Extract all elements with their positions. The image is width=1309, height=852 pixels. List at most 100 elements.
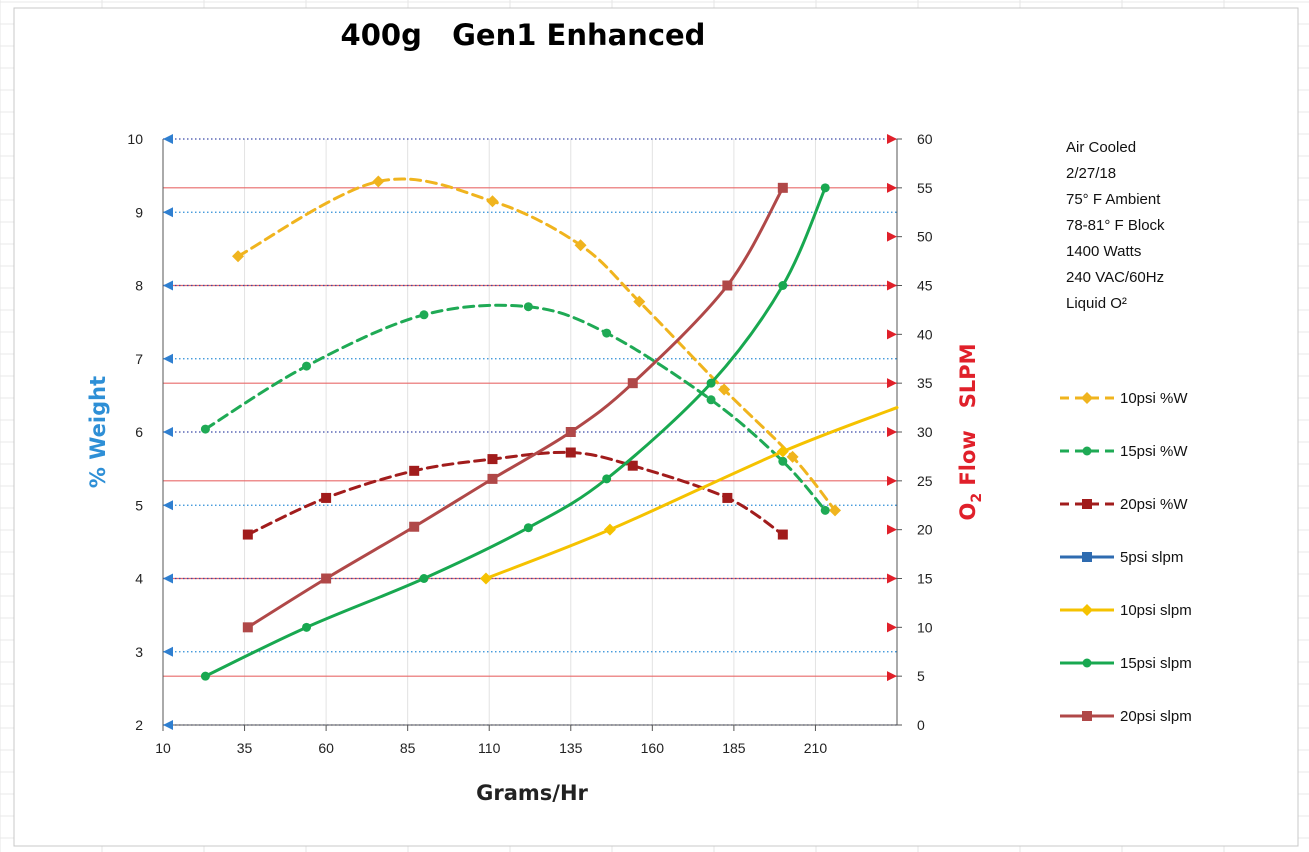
note-line: Liquid O² — [1066, 295, 1127, 312]
data-point-10psi-pctw — [486, 195, 499, 208]
data-point-20psi-pctw — [409, 465, 420, 476]
data-point-10psi-pctw — [372, 175, 385, 188]
data-point-15psi-pctw — [820, 505, 830, 515]
y-right-tick-label: 45 — [917, 278, 933, 294]
x-tick-label: 10 — [155, 740, 171, 756]
legend-item-10psi-slpm: 10psi slpm — [1060, 602, 1192, 619]
data-point-15psi-pctw — [523, 302, 533, 312]
note-line: 75° F Ambient — [1066, 191, 1161, 208]
legend-item-20psi-slpm: 20psi slpm — [1060, 708, 1192, 725]
data-point-10psi-pctw — [574, 239, 587, 252]
data-point-15psi-slpm — [820, 183, 830, 193]
data-point-20psi-slpm — [242, 622, 253, 633]
left-axis-arrow-marker — [163, 280, 173, 291]
right-axis-arrow-marker — [887, 182, 897, 193]
x-tick-label: 185 — [722, 740, 746, 756]
y-right-tick-label: 30 — [917, 424, 933, 440]
legend-label: 20psi %W — [1120, 496, 1188, 513]
x-tick-label: 35 — [237, 740, 253, 756]
data-point-20psi-pctw — [487, 454, 498, 465]
x-tick-label: 135 — [559, 740, 583, 756]
left-axis-arrow-marker — [163, 134, 173, 144]
x-tick-label: 210 — [804, 740, 828, 756]
data-point-20psi-slpm — [565, 427, 576, 437]
legend-swatch-marker — [1082, 658, 1092, 668]
right-axis-arrow-marker — [887, 329, 897, 340]
y-right-tick-label: 15 — [917, 571, 933, 587]
legend-item-10psi-pctw: 10psi %W — [1060, 390, 1188, 407]
left-axis-arrow-marker — [163, 720, 173, 730]
right-axis-arrow-marker — [887, 427, 897, 437]
y-left-tick-label: 10 — [127, 131, 143, 147]
data-point-10psi-pctw — [633, 295, 646, 308]
legend-label: 15psi slpm — [1120, 655, 1192, 672]
data-point-20psi-slpm — [777, 182, 788, 193]
y-right-tick-label: 20 — [917, 522, 933, 538]
chart-title: 400g Gen1 Enhanced — [341, 18, 706, 52]
legend-swatch-marker — [1081, 604, 1093, 616]
data-point-15psi-slpm — [200, 671, 210, 681]
y-left-tick-label: 6 — [135, 424, 143, 440]
y-right-tick-label: 50 — [917, 229, 933, 245]
legend-swatch-marker — [1081, 392, 1093, 404]
series-20psi-slpm — [242, 182, 788, 633]
data-point-15psi-slpm — [706, 378, 716, 388]
y-right-tick-label: 25 — [917, 473, 933, 489]
data-point-15psi-pctw — [602, 328, 612, 338]
data-point-20psi-pctw — [321, 492, 332, 503]
y-left-tick-label: 7 — [135, 351, 143, 367]
tick-labels: 10 35 60 85 110 135 160 185 21023456789100510152… — [127, 131, 932, 756]
note-line: Air Cooled — [1066, 139, 1136, 156]
y-left-tick-label: 2 — [135, 717, 143, 733]
y-axis-left-label: % Weight — [86, 376, 110, 488]
data-point-15psi-pctw — [419, 310, 429, 320]
x-tick-label: 85 — [400, 740, 416, 756]
data-point-10psi-pctw — [829, 504, 842, 517]
data-point-15psi-slpm — [523, 523, 533, 533]
left-axis-arrow-marker — [163, 646, 173, 657]
legend-label: 15psi %W — [1120, 443, 1188, 460]
legend-item-20psi-pctw: 20psi %W — [1060, 496, 1188, 513]
data-point-10psi-slpm — [776, 445, 789, 458]
data-point-15psi-slpm — [302, 622, 312, 632]
data-point-20psi-slpm — [321, 573, 332, 584]
data-point-15psi-pctw — [302, 361, 312, 371]
note-line: 240 VAC/60Hz — [1066, 269, 1164, 286]
data-point-20psi-pctw — [242, 529, 253, 540]
data-point-20psi-pctw — [777, 529, 788, 540]
data-point-20psi-slpm — [409, 521, 420, 532]
data-point-20psi-slpm — [487, 473, 498, 484]
legend-item-15psi-slpm: 15psi slpm — [1060, 655, 1192, 672]
x-tick-label: 160 — [641, 740, 665, 756]
data-point-15psi-pctw — [778, 456, 788, 466]
legend-item-15psi-pctw: 15psi %W — [1060, 443, 1188, 460]
x-tick-label: 60 — [318, 740, 334, 756]
legend-swatch-marker — [1082, 446, 1092, 456]
legend-label: 5psi slpm — [1120, 549, 1183, 566]
y-right-tick-label: 0 — [917, 717, 925, 733]
right-axis-arrow-marker — [887, 573, 897, 584]
series-10psi-pctw — [232, 175, 842, 517]
legend: 10psi %W 15psi %W 20psi %W 5psi slpm 10psi s… — [1060, 390, 1192, 725]
right-axis-arrow-marker — [887, 475, 897, 486]
chart-notes: Air Cooled 2/27/18 75° F Ambient 78-81° F B… — [1066, 139, 1165, 312]
left-axis-arrow-marker — [163, 427, 173, 437]
data-point-20psi-pctw — [565, 447, 576, 458]
left-axis-arrow-marker — [163, 353, 173, 364]
right-axis-arrow-marker — [887, 524, 897, 535]
legend-swatch-marker — [1082, 711, 1092, 721]
left-axis-arrow-marker — [163, 207, 173, 218]
data-series — [200, 175, 899, 681]
series-15psi-pctw — [200, 302, 830, 515]
series-line-10psi-slpm — [484, 406, 899, 580]
axes — [162, 134, 902, 731]
y-left-tick-label: 5 — [135, 497, 143, 513]
data-point-15psi-slpm — [778, 281, 788, 290]
right-axis-arrow-marker — [887, 622, 897, 633]
legend-label: 20psi slpm — [1120, 708, 1192, 725]
legend-item-5psi-slpm: 5psi slpm — [1060, 549, 1183, 566]
right-axis-arrow-marker — [887, 280, 897, 291]
right-axis-arrow-marker — [887, 671, 897, 682]
y-left-tick-label: 9 — [135, 204, 143, 220]
